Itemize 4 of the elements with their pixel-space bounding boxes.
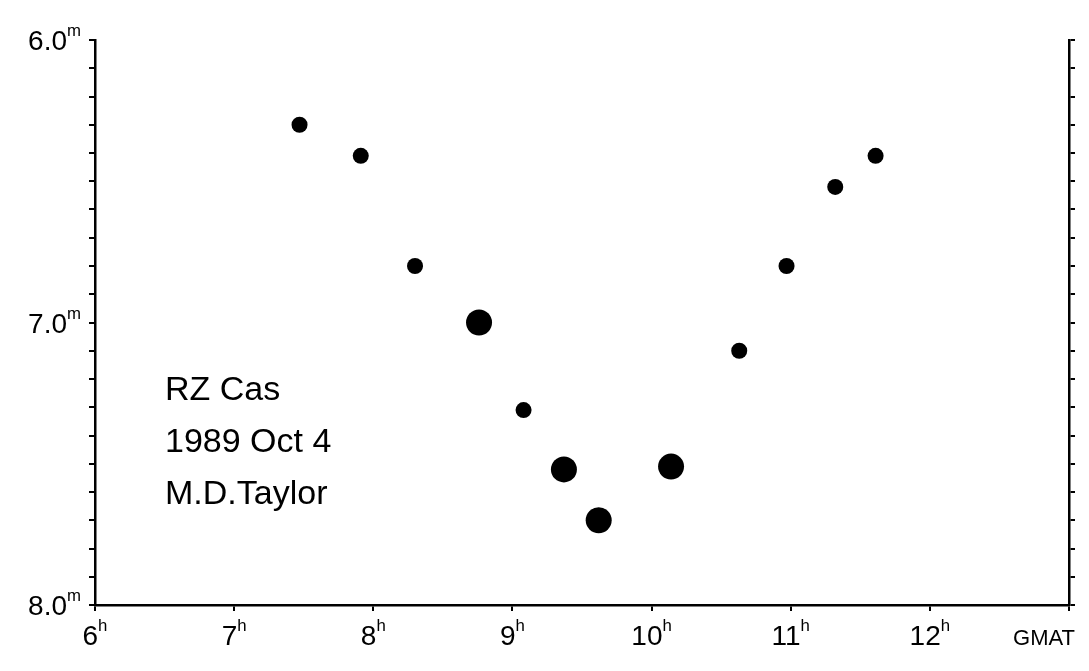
annotation: M.D.Taylor xyxy=(165,473,328,511)
annotation: RZ Cas xyxy=(165,369,281,407)
x-axis-title: GMAT xyxy=(1013,625,1075,650)
annotation: 1989 Oct 4 xyxy=(165,421,332,459)
